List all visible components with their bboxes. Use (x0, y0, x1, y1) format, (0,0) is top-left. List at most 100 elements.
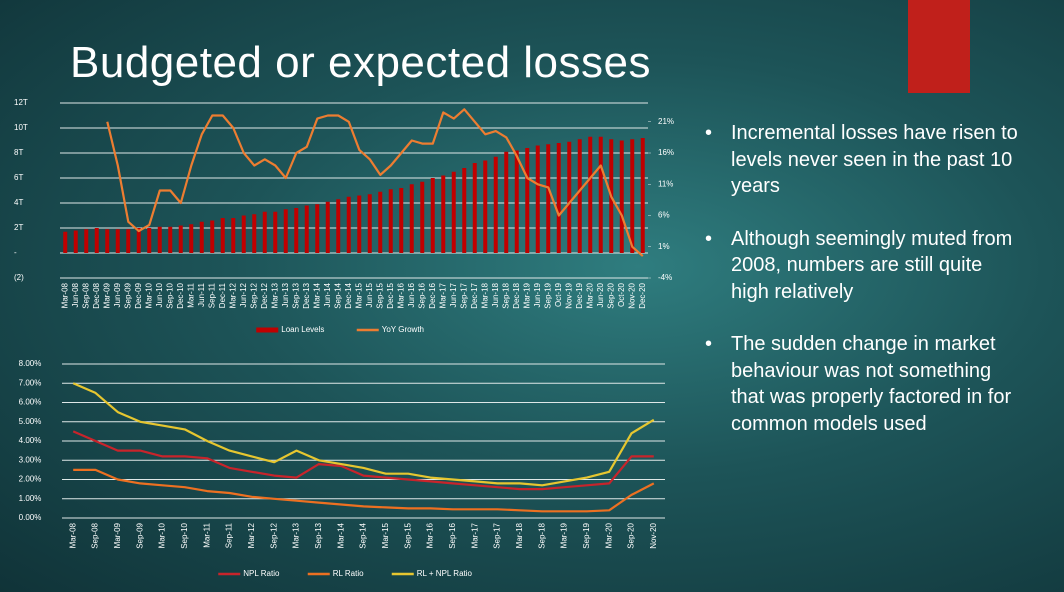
x-tick-label: Dec-16 (428, 282, 437, 308)
y-tick-label: 6.00% (19, 398, 42, 407)
x-tick-label: Sep-08 (91, 522, 100, 548)
x-tick-label: Mar-13 (292, 522, 301, 548)
bar (168, 226, 173, 253)
x-tick-label: Mar-12 (228, 282, 237, 308)
x-tick-label: Mar-12 (247, 522, 256, 548)
x-tick-label: Sep-13 (291, 282, 300, 308)
accent-block (908, 0, 970, 93)
x-tick-label: Sep-16 (417, 282, 426, 308)
x-tick-label: Sep-08 (81, 282, 90, 308)
x-tick-label: Mar-19 (522, 282, 531, 308)
y-tick-label: 4.00% (19, 436, 42, 445)
x-tick-label: Sep-16 (448, 522, 457, 548)
y-tick-label: 3.00% (19, 455, 42, 464)
x-tick-label: Dec-19 (575, 282, 584, 308)
x-tick-label: Sep-09 (123, 282, 132, 308)
bullet: The sudden change in market behaviour wa… (705, 331, 1025, 437)
x-tick-label: Nov-20 (649, 522, 658, 548)
bar (588, 136, 593, 253)
x-tick-label: Sep-18 (501, 282, 510, 308)
bar (441, 175, 446, 253)
x-tick-label: Sep-11 (207, 282, 216, 308)
y2-tick-label: 11% (658, 179, 673, 188)
x-tick-label: Sep-20 (606, 282, 615, 308)
x-tick-label: Nov-20 (627, 282, 636, 308)
y2-tick-label: -4% (658, 273, 672, 282)
bar (73, 230, 78, 253)
bar (241, 215, 246, 253)
slide-title: Budgeted or expected losses (70, 38, 651, 87)
y-tick-label: (2) (14, 273, 24, 282)
bar (451, 171, 456, 253)
bar (199, 221, 204, 253)
bar (304, 205, 309, 253)
bar (546, 144, 551, 253)
x-tick-label: Sep-19 (582, 522, 591, 548)
bar (115, 229, 120, 253)
x-tick-label: Sep-18 (537, 522, 546, 548)
x-tick-label: Sep-10 (165, 282, 174, 308)
x-tick-label: Mar-11 (186, 282, 195, 307)
bar (147, 228, 152, 253)
y-tick-label: 5.00% (19, 417, 42, 426)
x-tick-label: Jun-20 (596, 282, 605, 307)
bar (535, 145, 540, 253)
bullet: Although seemingly muted from 2008, numb… (705, 226, 1025, 306)
x-tick-label: Dec-14 (344, 282, 353, 308)
x-tick-label: Mar-15 (381, 522, 390, 548)
bar (388, 189, 393, 253)
x-tick-label: Sep-13 (314, 522, 323, 548)
y-tick-label: 1.00% (19, 494, 42, 503)
bar (409, 184, 414, 253)
x-tick-label: Mar-17 (470, 522, 479, 548)
x-tick-label: Sep-12 (269, 522, 278, 548)
x-tick-label: Dec-18 (512, 282, 521, 308)
x-tick-label: Sep-14 (333, 282, 342, 308)
x-tick-label: Dec-13 (302, 282, 311, 308)
bar (283, 209, 288, 253)
bar (315, 204, 320, 253)
x-tick-label: Sep-09 (135, 522, 144, 548)
legend-label: RL + NPL Ratio (417, 569, 473, 578)
x-tick-label: Dec-17 (470, 282, 479, 308)
x-tick-label: Mar-20 (604, 522, 613, 548)
bar (420, 181, 425, 253)
bar (336, 199, 341, 253)
bar (598, 136, 603, 253)
bar (63, 231, 68, 253)
legend-swatch (256, 327, 279, 333)
x-tick-label: Dec-09 (134, 282, 143, 308)
x-tick-label: Jun-17 (449, 282, 458, 307)
line-series (73, 468, 655, 513)
x-tick-label: Mar-08 (68, 522, 77, 548)
x-tick-label: Dec-08 (92, 282, 101, 308)
x-tick-label: Sep-10 (180, 522, 189, 548)
x-tick-label: Mar-09 (113, 522, 122, 548)
x-tick-label: Sep-20 (627, 522, 636, 548)
x-tick-label: Jun-19 (533, 282, 542, 307)
bar (252, 214, 257, 253)
bar (399, 188, 404, 253)
bar (619, 140, 624, 253)
bar (357, 195, 362, 253)
x-tick-label: Dec-11 (218, 282, 227, 308)
y-tick-label: 8T (14, 148, 23, 157)
x-tick-label: Sep-15 (375, 282, 384, 308)
bar (430, 178, 435, 253)
x-tick-label: Mar-14 (312, 282, 321, 308)
line-series (72, 430, 654, 491)
bar (577, 139, 582, 253)
x-tick-label: Jun-16 (407, 282, 416, 307)
x-tick-label: Mar-17 (438, 282, 447, 308)
bar (178, 225, 183, 253)
bar (94, 228, 99, 253)
y-tick-label: 2.00% (19, 475, 42, 484)
bar (630, 139, 635, 253)
x-tick-label: Jun-18 (491, 282, 500, 307)
x-tick-label: Jun-10 (155, 282, 164, 307)
x-tick-label: Dec-15 (386, 282, 395, 308)
bar (189, 224, 194, 253)
legend-label: NPL Ratio (243, 569, 280, 578)
